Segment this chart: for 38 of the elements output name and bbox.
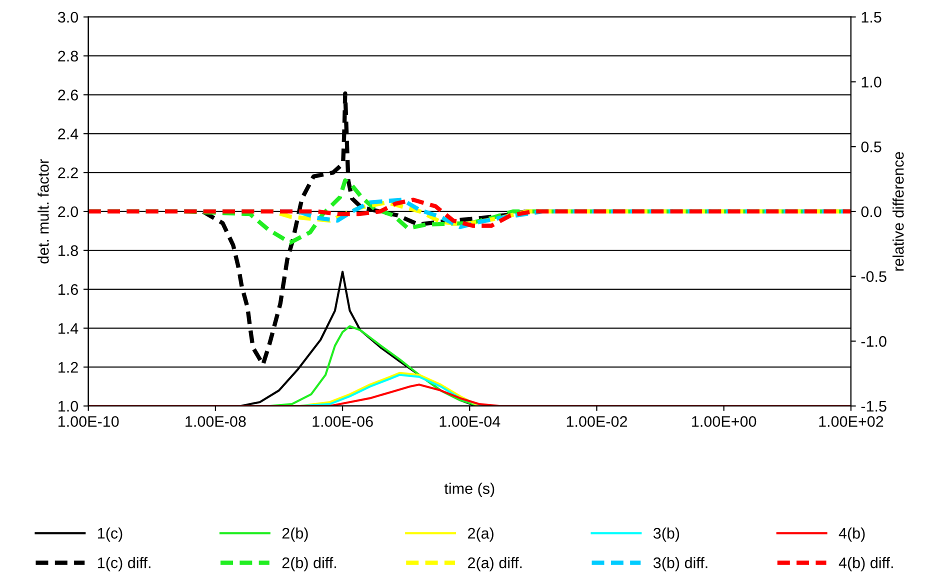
y2-tick-label: 1.5 — [862, 12, 882, 23]
x-axis-title: time (s) — [444, 482, 494, 497]
legend-label: 3(b) diff. — [653, 557, 708, 572]
y2-axis-title: relative difference — [892, 152, 904, 271]
legend-label: 4(b) — [838, 527, 865, 542]
legend-label: 1(c) diff. — [98, 557, 150, 572]
x-tick-label: 1.00E-10 — [58, 416, 119, 427]
y-tick-label: 2.6 — [58, 90, 78, 100]
y-tick-label: 2.8 — [58, 50, 78, 62]
y-tick-label: 1.8 — [58, 245, 78, 256]
y-tick-label: 2.0 — [58, 206, 78, 218]
y-tick-label: 1.4 — [58, 323, 78, 334]
x-tick-label: 1.00E-08 — [186, 416, 246, 427]
y2-tick-label: 0.5 — [861, 142, 882, 152]
y2-tick-label: 1.0 — [862, 76, 882, 88]
legend-label: 3(b) — [653, 527, 680, 542]
y-tick-label: 1.2 — [58, 362, 78, 373]
y-tick-label: 1.0 — [58, 400, 78, 412]
x-tick-label: 1.00E+00 — [692, 416, 756, 427]
y2-tick-label: -1.5 — [861, 401, 886, 412]
y-tick-label: 1.6 — [58, 284, 78, 295]
y2-tick-label: -1.0 — [861, 336, 886, 347]
y2-tick-label: -0.5 — [861, 271, 886, 282]
x-tick-label: 1.00E+02 — [819, 416, 884, 427]
legend-label: 1(c) — [98, 527, 122, 542]
y2-tick-label: 0.0 — [861, 206, 882, 218]
x-tick-label: 1.00E-02 — [566, 416, 627, 427]
legend-label: 4(b) diff. — [838, 557, 893, 572]
legend-label: 2(a) — [468, 527, 494, 542]
legend-label: 2(b) diff. — [282, 557, 336, 572]
x-tick-label: 1.00E-06 — [312, 416, 373, 427]
legend-label: 2(b) — [282, 527, 308, 542]
x-tick-label: 1.00E-04 — [440, 416, 500, 427]
y-tick-label: 2.2 — [58, 167, 78, 178]
y-axis-title: det. mult. factor — [38, 159, 49, 264]
y-tick-label: 3.0 — [58, 12, 78, 23]
legend-label: 2(a) diff. — [468, 557, 522, 572]
y-tick-label: 2.4 — [58, 128, 78, 140]
